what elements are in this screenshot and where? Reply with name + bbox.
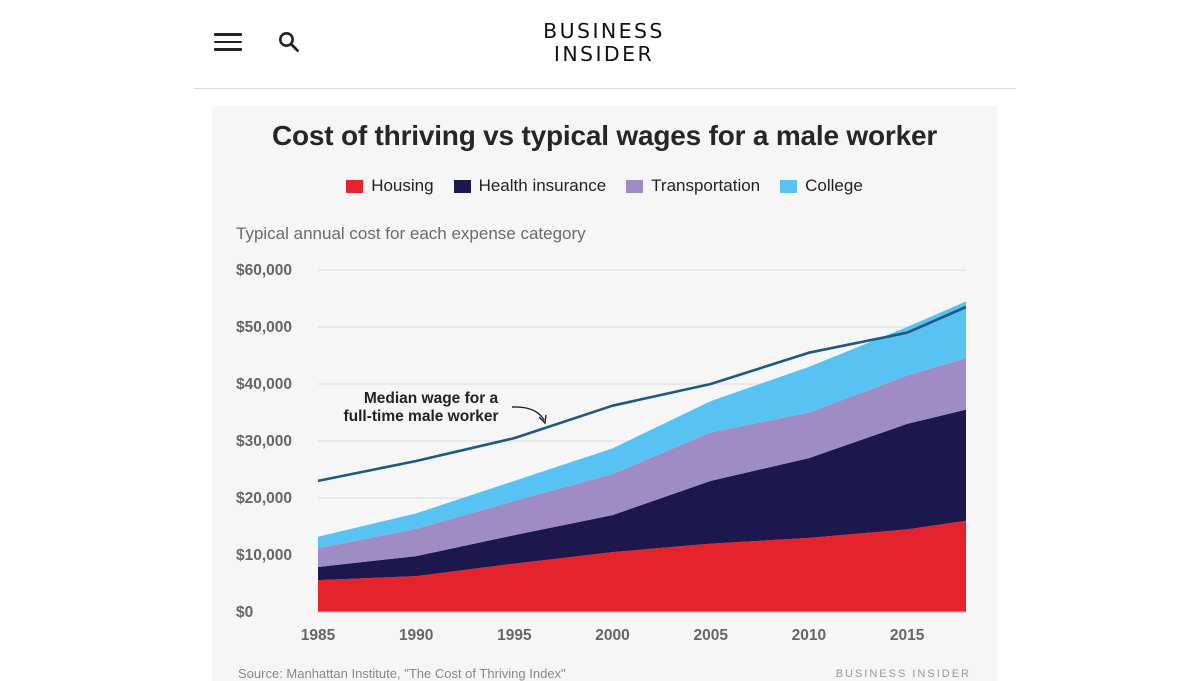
x-tick-label: 1985: [301, 627, 336, 644]
legend-item-housing: Housing: [346, 176, 434, 196]
logo-line-1: BUSINESS: [543, 19, 665, 43]
legend-item-health-insurance: Health insurance: [453, 176, 607, 196]
chart-watermark: BUSINESS INSIDER: [835, 668, 971, 680]
legend-swatch-college: [780, 179, 798, 193]
chart-subtitle: Typical annual cost for each expense cat…: [236, 224, 586, 243]
logo-line-2: INSIDER: [553, 42, 655, 66]
area-transportation: [318, 358, 966, 567]
y-tick-label: $40,000: [236, 376, 292, 393]
y-tick-label: $30,000: [236, 433, 292, 450]
business-insider-logo[interactable]: BUSINESS INSIDER: [504, 20, 704, 66]
top-navigation-bar: BUSINESS INSIDER: [194, 0, 1016, 89]
legend-swatch-housing: [346, 179, 364, 193]
x-tick-label: 2005: [693, 627, 728, 644]
legend-label-housing: Housing: [371, 176, 434, 195]
chart-legend: Housing Health insurance Transportation …: [212, 176, 997, 196]
hamburger-menu-icon[interactable]: [214, 33, 242, 51]
area-housing: [318, 520, 966, 612]
legend-label-health-insurance: Health insurance: [478, 176, 607, 195]
chart-source: Source: Manhattan Institute, "The Cost o…: [238, 666, 566, 681]
annotation-arrowhead: [538, 414, 547, 425]
legend-label-transportation: Transportation: [651, 176, 761, 195]
x-tick-label: 2000: [595, 627, 629, 644]
search-icon[interactable]: [278, 31, 300, 53]
chart-card: $0 $10,000 $20,000 $30,000 $40,000 $50,000 $60…: [212, 106, 997, 681]
wage-annotation-line-2: full-time male worker: [343, 408, 498, 425]
chart-title: Cost of thriving vs typical wages for a …: [271, 120, 938, 151]
x-tick-label: 1995: [497, 627, 532, 644]
x-tick-label: 2010: [792, 627, 826, 644]
x-tick-label: 1990: [399, 627, 433, 644]
area-health-insurance: [318, 409, 966, 581]
annotation-arrow: [511, 406, 545, 421]
y-tick-label: $60,000: [236, 262, 292, 279]
stacked-area-chart: $0 $10,000 $20,000 $30,000 $40,000 $50,000 $60…: [236, 262, 967, 644]
legend-swatch-transportation: [626, 179, 644, 193]
legend-label-college: College: [805, 176, 863, 195]
area-college: [318, 301, 966, 549]
y-tick-label: $20,000: [236, 490, 292, 507]
legend-item-transportation: Transportation: [626, 176, 760, 196]
y-tick-label: $10,000: [236, 547, 292, 564]
median-wage-line: [317, 305, 967, 483]
legend-swatch-health-insurance: [453, 179, 471, 193]
y-tick-label: $0: [236, 604, 253, 621]
y-tick-label: $50,000: [236, 319, 292, 336]
legend-item-college: College: [780, 176, 863, 196]
wage-annotation-line-1: Median wage for a: [364, 390, 499, 407]
x-tick-label: 2015: [890, 627, 925, 644]
